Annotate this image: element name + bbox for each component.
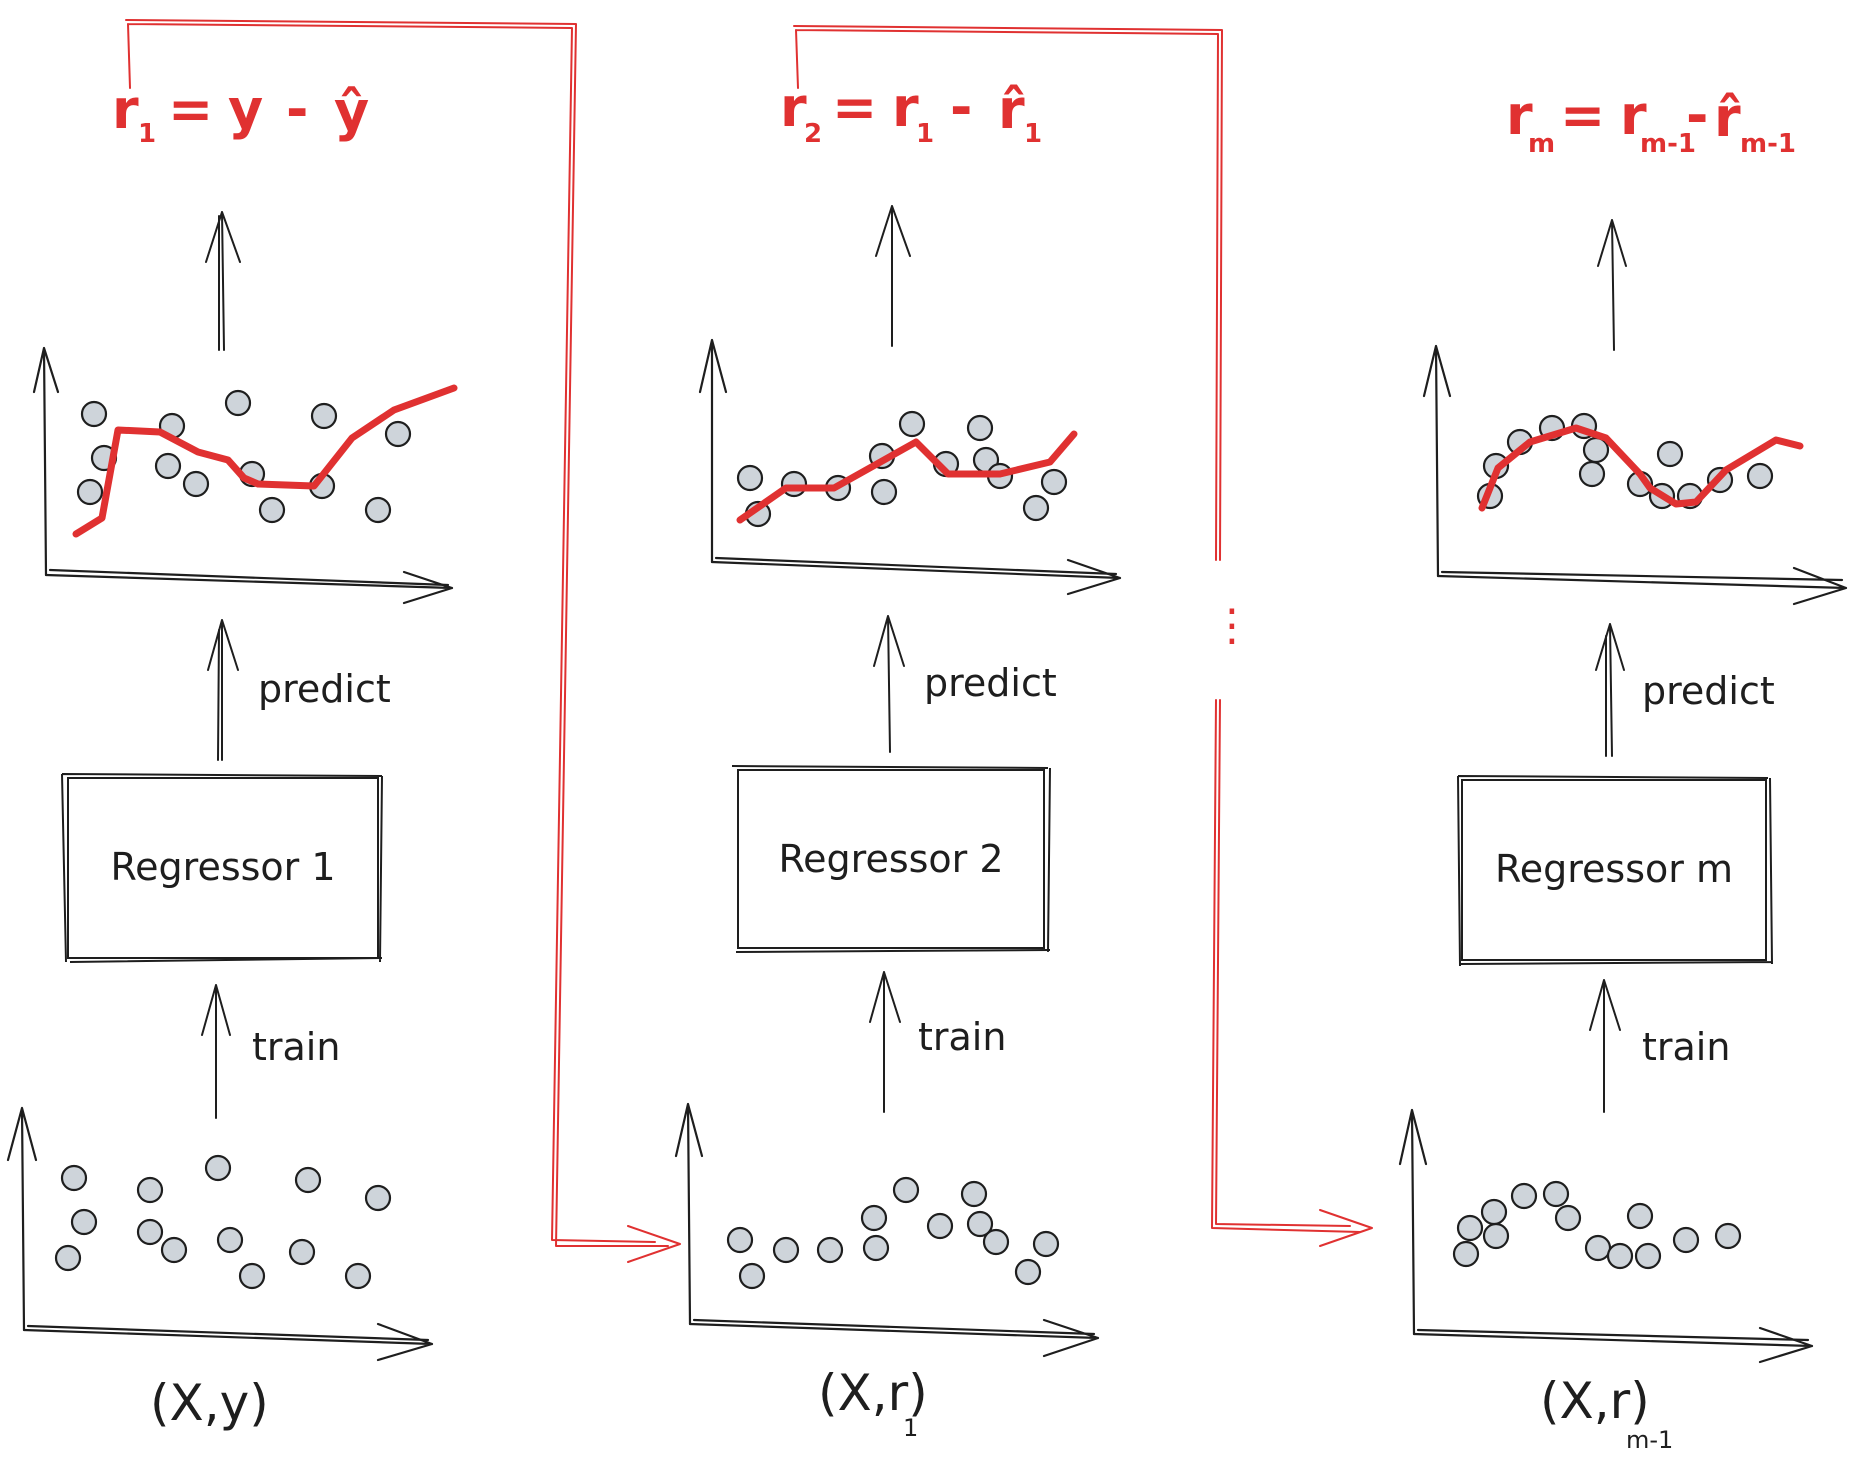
formula-3-rhat-sub: m-1 bbox=[1740, 129, 1796, 159]
plot-1-data bbox=[6, 1106, 434, 1362]
regressor-box-1: Regressor 1 bbox=[61, 773, 383, 963]
arrow-up-icon bbox=[873, 615, 905, 753]
formula-2-equals: = bbox=[832, 76, 877, 139]
plot-3-fit bbox=[1422, 344, 1848, 606]
regressor-label-3: Regressor m bbox=[1495, 847, 1733, 891]
red-connector-1 bbox=[125, 19, 681, 1263]
fit-line-2 bbox=[736, 430, 1078, 524]
red-connector-2: ⋮ bbox=[793, 25, 1373, 1247]
formula-3-r: r bbox=[1620, 84, 1647, 147]
predict-label-2: predict bbox=[924, 661, 1057, 705]
caption-1: (X,y) bbox=[150, 1374, 269, 1432]
formula-2-lhs-sub: 2 bbox=[804, 119, 822, 149]
caption-2: (X,r) 1 bbox=[818, 1364, 928, 1442]
arrow-up-icon bbox=[869, 971, 901, 1113]
formula-1-yhat: ŷ bbox=[334, 80, 369, 143]
formula-2-r: r bbox=[892, 76, 919, 139]
arrow-up-icon bbox=[201, 984, 231, 1119]
formula-3-rhat: r̂ bbox=[1714, 86, 1741, 149]
regressor-label-2: Regressor 2 bbox=[778, 837, 1003, 881]
formula-3: r m = r m-1 - r̂ m-1 bbox=[1506, 84, 1796, 159]
ellipsis: ⋮ bbox=[1210, 600, 1254, 651]
caption-2-sub: 1 bbox=[903, 1414, 918, 1442]
formula-1-lhs-sub: 1 bbox=[138, 119, 156, 149]
regressor-label-1: Regressor 1 bbox=[110, 845, 335, 889]
caption-3: (X,r) m-1 bbox=[1540, 1372, 1673, 1454]
arrow-right-icon bbox=[627, 1225, 681, 1263]
plot-2-fit bbox=[698, 338, 1122, 596]
caption-3-sub: m-1 bbox=[1626, 1426, 1673, 1454]
formula-1-minus: - bbox=[286, 78, 308, 141]
train-label-2: train bbox=[918, 1015, 1006, 1059]
predict-label-3: predict bbox=[1642, 669, 1775, 713]
train-label-1: train bbox=[252, 1025, 340, 1069]
formula-2-minus: - bbox=[950, 76, 972, 139]
arrow-up-icon bbox=[1597, 219, 1627, 351]
formula-3-r-sub: m-1 bbox=[1640, 129, 1696, 159]
caption-2-main: (X,r) bbox=[818, 1364, 928, 1422]
plot-3-data bbox=[1398, 1108, 1814, 1364]
train-label-3: train bbox=[1642, 1025, 1730, 1069]
points-plot-1-fit bbox=[76, 389, 412, 524]
formula-3-minus: - bbox=[1686, 84, 1708, 147]
formula-2-rhat: r̂ bbox=[998, 78, 1025, 141]
arrow-up-icon bbox=[207, 619, 239, 761]
plot-1-fit bbox=[32, 346, 458, 605]
arrow-right-icon bbox=[1319, 1209, 1373, 1247]
formula-2-r-sub: 1 bbox=[916, 119, 934, 149]
points-plot-1-data bbox=[54, 1154, 392, 1290]
predict-label-1: predict bbox=[258, 667, 391, 711]
column-3: r m = r m-1 - r̂ m-1 bbox=[1398, 84, 1848, 1454]
fit-line-1 bbox=[72, 384, 458, 538]
column-2: r 2 = r 1 - r̂ 1 bbox=[674, 76, 1122, 1442]
points-plot-3-data bbox=[1452, 1180, 1742, 1270]
column-1: r 1 = y - ŷ bbox=[6, 78, 458, 1432]
formula-2: r 2 = r 1 - r̂ 1 bbox=[780, 76, 1042, 149]
formula-1: r 1 = y - ŷ bbox=[112, 78, 369, 149]
arrow-up-icon bbox=[205, 211, 241, 351]
formula-3-lhs: r bbox=[1506, 84, 1533, 147]
formula-3-lhs-sub: m bbox=[1528, 129, 1555, 159]
formula-2-lhs: r bbox=[780, 76, 807, 139]
formula-3-equals: = bbox=[1560, 84, 1605, 147]
arrow-up-icon bbox=[1589, 979, 1621, 1113]
points-plot-2-data bbox=[726, 1176, 1060, 1290]
formula-1-lhs: r bbox=[112, 78, 139, 141]
plot-2-data bbox=[674, 1102, 1100, 1358]
formula-1-equals: = bbox=[168, 78, 213, 141]
regressor-box-2: Regressor 2 bbox=[731, 765, 1051, 953]
arrow-up-icon bbox=[875, 205, 911, 347]
regressor-box-3: Regressor m bbox=[1457, 775, 1773, 967]
caption-3-main: (X,r) bbox=[1540, 1372, 1650, 1430]
formula-2-rhat-sub: 1 bbox=[1024, 119, 1042, 149]
formula-1-y: y bbox=[228, 78, 263, 141]
fit-line-3 bbox=[1478, 424, 1804, 512]
arrow-up-icon bbox=[1595, 623, 1625, 757]
